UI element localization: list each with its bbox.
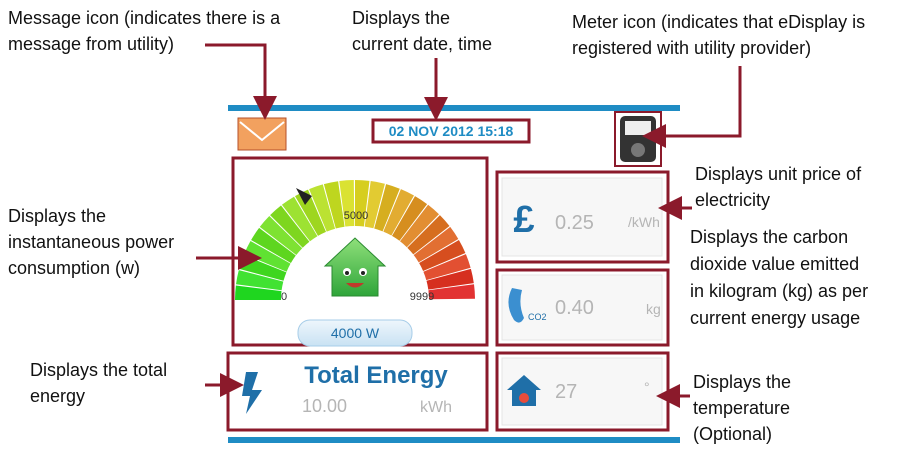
annotation: consumption (w) [8,258,140,278]
price-value: 0.25 [555,212,594,234]
annotation: (Optional) [693,424,772,444]
meter-icon[interactable] [615,112,661,166]
annotation: instantaneous power [8,232,174,252]
annotation: message from utility) [8,34,174,54]
annotation: registered with utility provider) [572,38,811,58]
arrow [205,45,265,114]
annotation: Displays unit price of [695,164,862,184]
annotation: Displays the [8,206,106,226]
energy-value: 10.00 [302,396,347,416]
temp-unit: ° [644,379,650,395]
annotation: electricity [695,190,770,210]
annotation: Displays the total [30,360,167,380]
annotation: current date, time [352,34,492,54]
gauge-max-label: 9999 [410,291,434,303]
diagram: 02 NOV 2012 15:18 5000 0 9999 4000 W £ 0… [0,0,906,449]
annotation: Message icon (indicates there is a [8,8,281,28]
co2-label: CO2 [528,312,547,322]
annotation: current energy usage [690,308,860,328]
annotation: Displays the [352,8,450,28]
lightning-icon [242,372,262,414]
bottom-bar [228,437,680,443]
date-time: 02 NOV 2012 15:18 [389,123,514,139]
carbon-unit: kg [646,301,661,317]
gauge-min-label: 0 [281,291,287,303]
annotation: Displays the carbon [690,227,848,247]
annotation: dioxide value emitted [690,254,859,274]
price-unit: /kWh [628,214,660,230]
annotation: Meter icon (indicates that eDisplay is [572,12,865,32]
power-value: 4000 W [331,325,380,341]
house-icon [325,238,385,296]
annotation: in kilogram (kg) as per [690,281,868,301]
annotation: temperature [693,398,790,418]
carbon-value: 0.40 [555,297,594,319]
temp-value: 27 [555,381,577,403]
message-icon[interactable] [238,118,286,150]
energy-unit: kWh [420,399,452,416]
top-bar [228,105,680,111]
gauge-mid-label: 5000 [344,210,368,222]
device-screen: 02 NOV 2012 15:18 5000 0 9999 4000 W £ 0… [228,105,680,443]
pound-icon: £ [513,199,534,241]
annotation: Displays the [693,372,791,392]
annotation: energy [30,386,85,406]
energy-title: Total Energy [304,362,448,389]
